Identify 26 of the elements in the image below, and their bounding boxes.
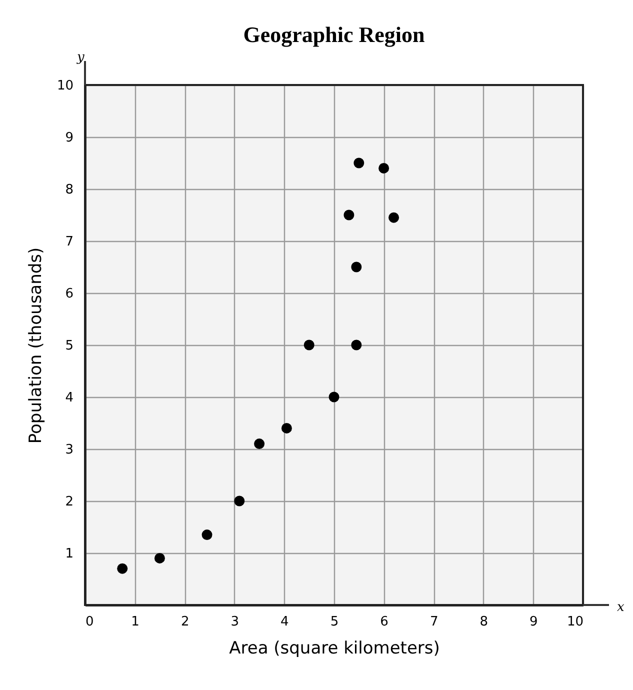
y-tick-label: 9 bbox=[65, 130, 74, 146]
text: y bbox=[76, 50, 85, 65]
x-tick-label: 1 bbox=[131, 614, 140, 630]
y-tick-label: 6 bbox=[65, 286, 74, 302]
y-tick-label: 7 bbox=[65, 234, 74, 250]
y-axis-title: Population (thousands) bbox=[26, 247, 46, 444]
x-axis-title: Area (square kilometers) bbox=[229, 638, 440, 658]
x-tick-label: 2 bbox=[180, 614, 190, 630]
y-tick-label: 1 bbox=[65, 546, 74, 562]
text: x bbox=[617, 600, 625, 615]
y-tick-label: 5 bbox=[65, 338, 74, 354]
y-tick-label: 4 bbox=[65, 390, 74, 406]
x-tick-label: 8 bbox=[480, 614, 488, 630]
x-tick-label: 7 bbox=[430, 614, 438, 630]
y-tick-label: 2 bbox=[65, 494, 74, 510]
x-tick-label: 5 bbox=[330, 614, 339, 630]
chart-title: Geographic Region bbox=[243, 22, 425, 47]
y-tick-label: 3 bbox=[65, 442, 74, 458]
y-tick-label: 10 bbox=[56, 78, 74, 94]
x-tick-label: 10 bbox=[566, 614, 584, 630]
x-tick-label: 3 bbox=[230, 614, 240, 630]
x-tick-label: 9 bbox=[530, 614, 538, 630]
x-tick-label: 6 bbox=[380, 614, 388, 630]
y-tick-label: 8 bbox=[65, 182, 74, 198]
x-tick-label: 0 bbox=[86, 614, 94, 630]
x-tick-label: 4 bbox=[280, 614, 289, 630]
